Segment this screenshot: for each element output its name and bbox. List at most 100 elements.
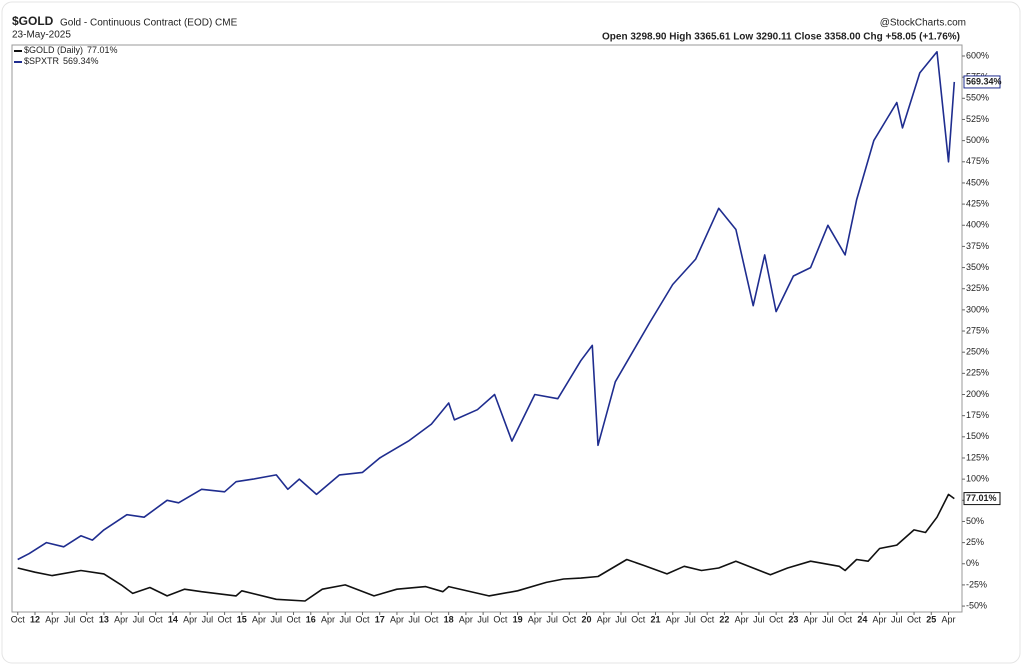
x-tick-label: Jul [408, 614, 420, 624]
x-tick-label: Jul [684, 614, 696, 624]
y-tick-label: 425% [966, 198, 989, 208]
y-tick-label: 275% [966, 325, 989, 335]
y-tick-label: 600% [966, 50, 989, 60]
x-tick-label: Jul [753, 614, 765, 624]
legend-name: $SPXTR [24, 56, 60, 66]
x-tick-label: Oct [287, 614, 302, 624]
x-tick-label: Apr [321, 614, 335, 624]
x-tick-label: Apr [666, 614, 680, 624]
x-tick-label: Jul [822, 614, 834, 624]
legend-value: 569.34% [63, 56, 99, 66]
x-tick-label: Apr [873, 614, 887, 624]
x-tick-label: Jul [546, 614, 558, 624]
series-line [17, 493, 955, 602]
x-tick-label: Oct [80, 614, 95, 624]
x-tick-label: 23 [788, 614, 798, 624]
x-tick-label: 12 [30, 614, 40, 624]
x-tick-label: 17 [375, 614, 385, 624]
y-tick-label: 0% [966, 558, 979, 568]
y-tick-label: 475% [966, 156, 989, 166]
y-tick-label: 400% [966, 220, 989, 230]
x-tick-label: Oct [769, 614, 784, 624]
x-tick-label: 18 [444, 614, 454, 624]
x-tick-label: Oct [562, 614, 577, 624]
y-tick-label: 500% [966, 135, 989, 145]
x-tick-label: Oct [11, 614, 26, 624]
x-tick-label: Jul [271, 614, 283, 624]
series-line [17, 51, 956, 561]
x-tick-label: Apr [942, 614, 956, 624]
x-tick-label: Apr [804, 614, 818, 624]
last-value-box [963, 492, 1001, 506]
y-tick-label: 25% [966, 537, 984, 547]
last-value-label: 77.01% [966, 493, 997, 503]
y-tick-label: 450% [966, 177, 989, 187]
y-tick-label: 375% [966, 241, 989, 251]
x-tick-label: Apr [597, 614, 611, 624]
y-tick-label: 525% [966, 114, 989, 124]
y-tick-label: 200% [966, 389, 989, 399]
x-tick-label: Oct [424, 614, 439, 624]
x-tick-label: 15 [237, 614, 247, 624]
legend-value: 77.01% [87, 45, 118, 55]
last-value-box [963, 75, 1001, 89]
x-tick-label: 14 [168, 614, 178, 624]
chart-date: 23-May-2025 [12, 30, 71, 41]
x-tick-label: Oct [149, 614, 164, 624]
y-tick-label: 175% [966, 410, 989, 420]
y-tick-label: 150% [966, 431, 989, 441]
y-tick-label: -50% [966, 600, 987, 610]
x-tick-label: 20 [582, 614, 592, 624]
x-tick-label: Apr [459, 614, 473, 624]
y-tick-label: 550% [966, 93, 989, 103]
x-tick-label: Oct [493, 614, 508, 624]
x-tick-label: 22 [719, 614, 729, 624]
x-tick-label: Oct [907, 614, 922, 624]
chart-subtitle: Gold - Continuous Contract (EOD) CME [60, 18, 238, 29]
x-tick-label: Apr [114, 614, 128, 624]
y-tick-label: -25% [966, 579, 987, 589]
x-tick-label: Oct [218, 614, 233, 624]
x-tick-label: Jul [133, 614, 145, 624]
chart-title: $GOLD [12, 14, 54, 28]
x-tick-label: Jul [477, 614, 489, 624]
x-tick-label: Jul [891, 614, 903, 624]
x-tick-label: Apr [45, 614, 59, 624]
x-tick-label: Jul [339, 614, 351, 624]
x-tick-label: Apr [528, 614, 542, 624]
x-tick-label: 21 [650, 614, 660, 624]
y-tick-label: 50% [966, 516, 984, 526]
legend-label: $SPXTR 569.34% [24, 56, 99, 66]
plot-frame [11, 44, 963, 613]
x-tick-label: 13 [99, 614, 109, 624]
y-tick-label: 250% [966, 347, 989, 357]
x-tick-label: 24 [857, 614, 867, 624]
x-tick-label: Apr [183, 614, 197, 624]
y-tick-label: 100% [966, 474, 989, 484]
x-tick-label: 25 [926, 614, 936, 624]
x-tick-label: 16 [306, 614, 316, 624]
y-tick-label: 350% [966, 262, 989, 272]
last-value-label: 569.34% [966, 76, 1002, 86]
x-tick-label: 19 [513, 614, 523, 624]
x-tick-label: Oct [631, 614, 646, 624]
source: @StockCharts.com [880, 18, 966, 29]
ohlc: Open 3298.90 High 3365.61 Low 3290.11 Cl… [602, 32, 960, 43]
y-tick-label: 325% [966, 283, 989, 293]
x-tick-label: Jul [202, 614, 214, 624]
x-tick-label: Oct [700, 614, 715, 624]
y-tick-label: 125% [966, 452, 989, 462]
x-tick-label: Apr [390, 614, 404, 624]
y-tick-label: 225% [966, 368, 989, 378]
legend-label: $GOLD (Daily) 77.01% [24, 45, 118, 55]
x-tick-label: Oct [838, 614, 853, 624]
legend-name: $GOLD (Daily) [24, 45, 83, 55]
x-tick-label: Jul [64, 614, 76, 624]
y-tick-label: 300% [966, 304, 989, 314]
x-tick-label: Apr [252, 614, 266, 624]
x-tick-label: Oct [355, 614, 370, 624]
x-tick-label: Apr [735, 614, 749, 624]
